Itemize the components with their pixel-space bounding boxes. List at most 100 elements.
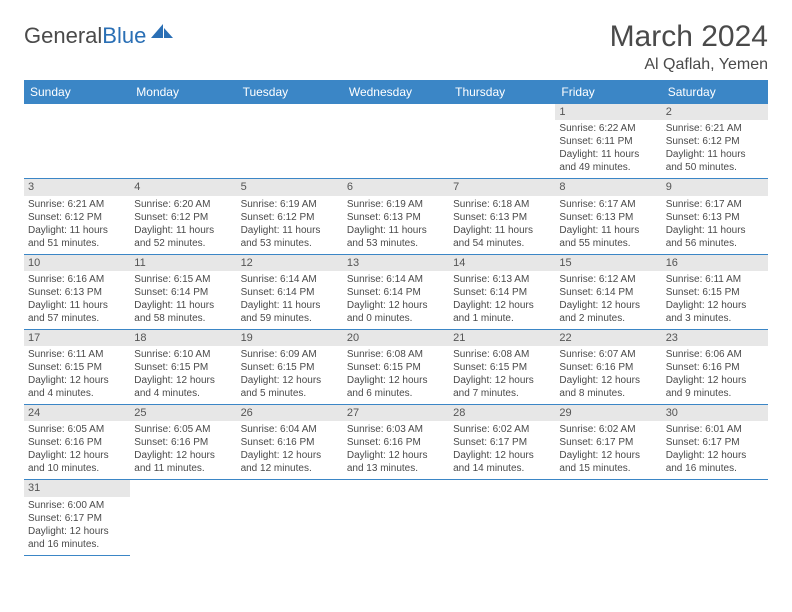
daylight-line: Daylight: 11 hours and 53 minutes. xyxy=(241,224,339,250)
sunrise-line: Sunrise: 6:20 AM xyxy=(134,198,232,211)
weekday-header: Saturday xyxy=(662,80,768,104)
brand-logo: GeneralBlue xyxy=(24,20,175,52)
calendar-cell: 13Sunrise: 6:14 AMSunset: 6:14 PMDayligh… xyxy=(343,254,449,329)
calendar-cell: 28Sunrise: 6:02 AMSunset: 6:17 PMDayligh… xyxy=(449,405,555,480)
calendar-cell xyxy=(130,104,236,179)
daylight-line: Daylight: 11 hours and 58 minutes. xyxy=(134,299,232,325)
calendar-cell xyxy=(343,480,449,555)
calendar-cell: 21Sunrise: 6:08 AMSunset: 6:15 PMDayligh… xyxy=(449,329,555,404)
sail-icon xyxy=(149,20,175,46)
calendar-cell: 14Sunrise: 6:13 AMSunset: 6:14 PMDayligh… xyxy=(449,254,555,329)
location: Al Qaflah, Yemen xyxy=(610,56,768,74)
calendar-cell xyxy=(662,480,768,555)
calendar-cell: 24Sunrise: 6:05 AMSunset: 6:16 PMDayligh… xyxy=(24,405,130,480)
daylight-line: Daylight: 12 hours and 13 minutes. xyxy=(347,449,445,475)
daylight-line: Daylight: 12 hours and 14 minutes. xyxy=(453,449,551,475)
day-number: 20 xyxy=(343,330,449,346)
calendar-cell: 23Sunrise: 6:06 AMSunset: 6:16 PMDayligh… xyxy=(662,329,768,404)
day-number: 18 xyxy=(130,330,236,346)
sunset-line: Sunset: 6:14 PM xyxy=(134,286,232,299)
daylight-line: Daylight: 12 hours and 2 minutes. xyxy=(559,299,657,325)
calendar-cell: 3Sunrise: 6:21 AMSunset: 6:12 PMDaylight… xyxy=(24,179,130,254)
daylight-line: Daylight: 12 hours and 10 minutes. xyxy=(28,449,126,475)
sunrise-line: Sunrise: 6:08 AM xyxy=(347,348,445,361)
sunrise-line: Sunrise: 6:19 AM xyxy=(241,198,339,211)
sunset-line: Sunset: 6:13 PM xyxy=(453,211,551,224)
daylight-line: Daylight: 11 hours and 49 minutes. xyxy=(559,148,657,174)
calendar-cell: 2Sunrise: 6:21 AMSunset: 6:12 PMDaylight… xyxy=(662,104,768,179)
calendar-cell: 22Sunrise: 6:07 AMSunset: 6:16 PMDayligh… xyxy=(555,329,661,404)
month-title: March 2024 xyxy=(610,20,768,54)
weekday-header: Sunday xyxy=(24,80,130,104)
weekday-header: Tuesday xyxy=(237,80,343,104)
day-number: 21 xyxy=(449,330,555,346)
daylight-line: Daylight: 12 hours and 16 minutes. xyxy=(666,449,764,475)
sunrise-line: Sunrise: 6:18 AM xyxy=(453,198,551,211)
sunrise-line: Sunrise: 6:10 AM xyxy=(134,348,232,361)
day-number: 8 xyxy=(555,179,661,195)
daylight-line: Daylight: 12 hours and 0 minutes. xyxy=(347,299,445,325)
sunset-line: Sunset: 6:16 PM xyxy=(347,436,445,449)
calendar-cell: 27Sunrise: 6:03 AMSunset: 6:16 PMDayligh… xyxy=(343,405,449,480)
sunset-line: Sunset: 6:15 PM xyxy=(453,361,551,374)
day-number: 11 xyxy=(130,255,236,271)
daylight-line: Daylight: 12 hours and 8 minutes. xyxy=(559,374,657,400)
sunset-line: Sunset: 6:11 PM xyxy=(559,135,657,148)
day-number: 31 xyxy=(24,480,130,496)
sunrise-line: Sunrise: 6:11 AM xyxy=(666,273,764,286)
day-number: 26 xyxy=(237,405,343,421)
calendar-cell: 26Sunrise: 6:04 AMSunset: 6:16 PMDayligh… xyxy=(237,405,343,480)
sunset-line: Sunset: 6:15 PM xyxy=(666,286,764,299)
day-number: 15 xyxy=(555,255,661,271)
calendar-cell xyxy=(237,104,343,179)
sunset-line: Sunset: 6:13 PM xyxy=(559,211,657,224)
sunrise-line: Sunrise: 6:04 AM xyxy=(241,423,339,436)
calendar-week: 17Sunrise: 6:11 AMSunset: 6:15 PMDayligh… xyxy=(24,329,768,404)
daylight-line: Daylight: 12 hours and 1 minute. xyxy=(453,299,551,325)
calendar-week: 3Sunrise: 6:21 AMSunset: 6:12 PMDaylight… xyxy=(24,179,768,254)
weekday-header: Friday xyxy=(555,80,661,104)
calendar-cell: 12Sunrise: 6:14 AMSunset: 6:14 PMDayligh… xyxy=(237,254,343,329)
daylight-line: Daylight: 11 hours and 56 minutes. xyxy=(666,224,764,250)
sunrise-line: Sunrise: 6:08 AM xyxy=(453,348,551,361)
sunset-line: Sunset: 6:12 PM xyxy=(241,211,339,224)
calendar-week: 31Sunrise: 6:00 AMSunset: 6:17 PMDayligh… xyxy=(24,480,768,555)
sunrise-line: Sunrise: 6:07 AM xyxy=(559,348,657,361)
day-number: 29 xyxy=(555,405,661,421)
sunset-line: Sunset: 6:13 PM xyxy=(666,211,764,224)
day-number: 12 xyxy=(237,255,343,271)
sunset-line: Sunset: 6:15 PM xyxy=(28,361,126,374)
sunrise-line: Sunrise: 6:15 AM xyxy=(134,273,232,286)
day-number: 3 xyxy=(24,179,130,195)
day-number: 17 xyxy=(24,330,130,346)
sunset-line: Sunset: 6:14 PM xyxy=(347,286,445,299)
sunrise-line: Sunrise: 6:02 AM xyxy=(559,423,657,436)
sunset-line: Sunset: 6:14 PM xyxy=(453,286,551,299)
calendar-week: 24Sunrise: 6:05 AMSunset: 6:16 PMDayligh… xyxy=(24,405,768,480)
day-number: 7 xyxy=(449,179,555,195)
calendar-table: SundayMondayTuesdayWednesdayThursdayFrid… xyxy=(24,80,768,556)
sunrise-line: Sunrise: 6:21 AM xyxy=(28,198,126,211)
sunrise-line: Sunrise: 6:05 AM xyxy=(28,423,126,436)
daylight-line: Daylight: 12 hours and 4 minutes. xyxy=(28,374,126,400)
sunset-line: Sunset: 6:15 PM xyxy=(347,361,445,374)
daylight-line: Daylight: 11 hours and 51 minutes. xyxy=(28,224,126,250)
sunset-line: Sunset: 6:16 PM xyxy=(28,436,126,449)
sunset-line: Sunset: 6:13 PM xyxy=(347,211,445,224)
sunset-line: Sunset: 6:12 PM xyxy=(134,211,232,224)
sunrise-line: Sunrise: 6:17 AM xyxy=(559,198,657,211)
sunrise-line: Sunrise: 6:14 AM xyxy=(347,273,445,286)
calendar-cell: 1Sunrise: 6:22 AMSunset: 6:11 PMDaylight… xyxy=(555,104,661,179)
sunset-line: Sunset: 6:15 PM xyxy=(134,361,232,374)
day-number: 6 xyxy=(343,179,449,195)
title-block: March 2024 Al Qaflah, Yemen xyxy=(610,20,768,74)
calendar-cell xyxy=(130,480,236,555)
sunset-line: Sunset: 6:17 PM xyxy=(453,436,551,449)
sunset-line: Sunset: 6:14 PM xyxy=(559,286,657,299)
calendar-cell xyxy=(24,104,130,179)
calendar-cell: 16Sunrise: 6:11 AMSunset: 6:15 PMDayligh… xyxy=(662,254,768,329)
sunrise-line: Sunrise: 6:06 AM xyxy=(666,348,764,361)
sunrise-line: Sunrise: 6:09 AM xyxy=(241,348,339,361)
daylight-line: Daylight: 12 hours and 5 minutes. xyxy=(241,374,339,400)
calendar-cell: 8Sunrise: 6:17 AMSunset: 6:13 PMDaylight… xyxy=(555,179,661,254)
